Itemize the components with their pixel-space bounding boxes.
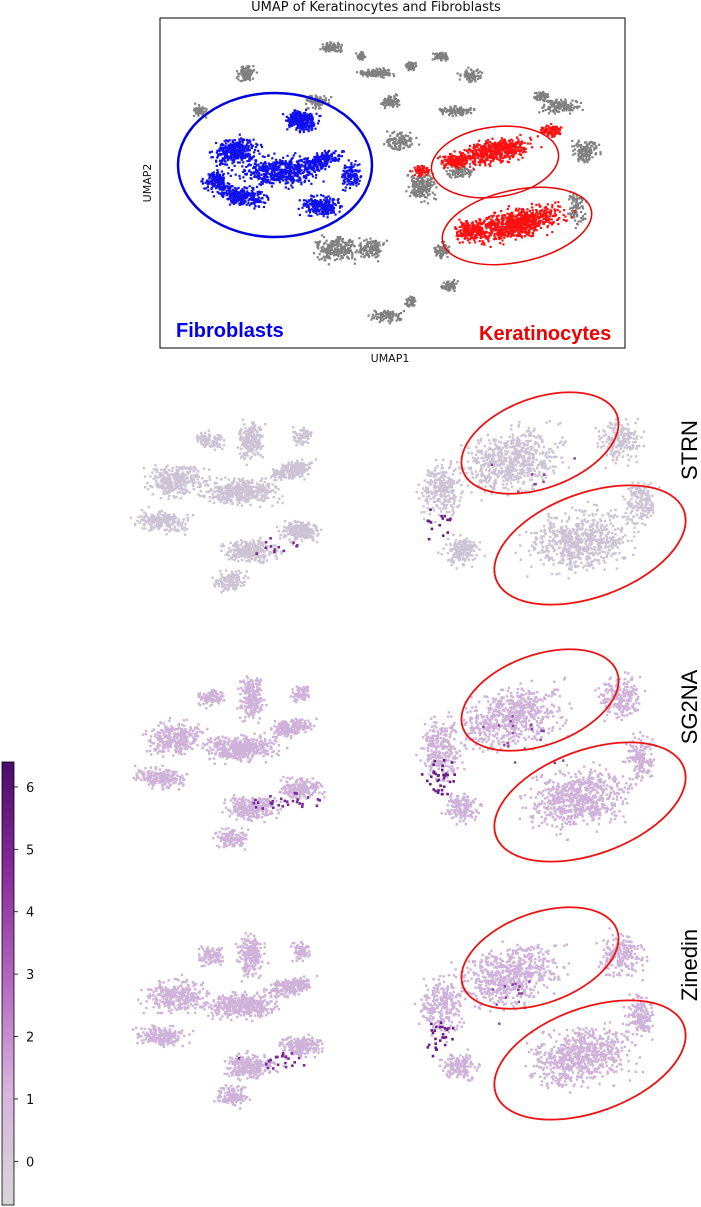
keratinocyte-ellipse-lower <box>441 186 593 266</box>
fibroblasts-label: Fibroblasts <box>176 320 284 342</box>
keratinocytes-label: Keratinocytes <box>479 323 611 345</box>
gene-panel-strn: STRN <box>129 391 701 606</box>
colorbar-tick-label: 3 <box>26 968 34 983</box>
fibroblast-circle <box>176 91 374 239</box>
gene-label: Zinedin <box>677 929 701 1001</box>
gene-expression-panels: STRN SG2NA Zinedin <box>129 391 701 1121</box>
colorbar-tick-label: 4 <box>26 906 34 921</box>
umap-keratinocyte-points <box>409 122 576 248</box>
colorbar-tick-label: 5 <box>26 843 34 858</box>
keratinocyte-ellipse-upper <box>460 391 620 495</box>
keratinocyte-ellipse-upper <box>430 125 560 199</box>
colorbar-ticks: 0 1 2 3 4 5 6 <box>14 781 34 1170</box>
umap-panel: UMAP of Keratinocytes and Fibroblasts UM… <box>141 0 626 365</box>
keratinocyte-ellipse-lower <box>493 484 687 606</box>
colorbar-gradient <box>1 761 15 1206</box>
umap-gray-points <box>192 41 602 325</box>
umap-frame <box>159 17 626 349</box>
keratinocyte-ellipse-lower <box>493 999 687 1121</box>
colorbar: 0 1 2 3 4 5 6 <box>1 761 34 1206</box>
umap-xlabel: UMAP1 <box>371 352 410 365</box>
keratinocyte-ellipse-lower <box>493 741 687 863</box>
colorbar-tick-label: 0 <box>26 1155 34 1170</box>
gene-label: STRN <box>677 420 701 480</box>
keratinocyte-ellipse-upper <box>460 648 620 752</box>
gene-panel-sg2na: SG2NA <box>132 648 701 863</box>
colorbar-tick-label: 2 <box>26 1031 34 1046</box>
keratinocyte-ellipse-upper <box>460 906 620 1010</box>
colorbar-tick-label: 1 <box>26 1093 34 1108</box>
gene-panel-zinedin: Zinedin <box>131 906 701 1121</box>
umap-ylabel: UMAP2 <box>141 164 154 203</box>
umap-fibroblast-points <box>200 108 363 219</box>
gene-label: SG2NA <box>677 669 701 744</box>
colorbar-tick-label: 6 <box>26 781 34 796</box>
umap-title: UMAP of Keratinocytes and Fibroblasts <box>251 0 501 15</box>
